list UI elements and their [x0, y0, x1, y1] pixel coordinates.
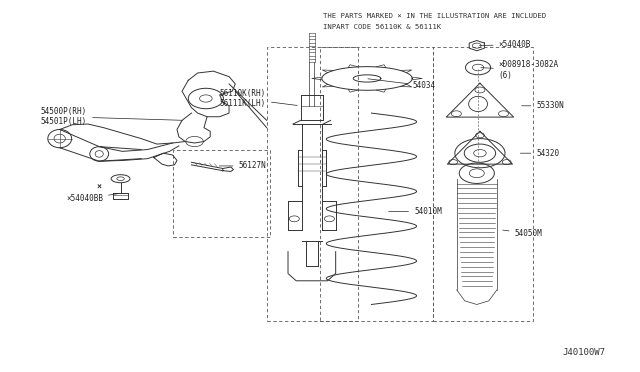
Bar — [433, 48, 533, 321]
Text: THE PARTS MARKED × IN THE ILLUSTRATION ARE INCLUDED: THE PARTS MARKED × IN THE ILLUSTRATION A… — [323, 13, 547, 19]
Text: ×Ð08918-3082A
(6): ×Ð08918-3082A (6) — [481, 60, 559, 80]
Text: 56110K(RH)
56111K(LH): 56110K(RH) 56111K(LH) — [220, 89, 297, 108]
Text: 55330N: 55330N — [522, 101, 564, 110]
Text: ×: × — [97, 183, 102, 192]
Text: 54050M: 54050M — [503, 229, 542, 238]
Text: 56127N: 56127N — [220, 161, 266, 170]
Text: 54320: 54320 — [520, 149, 559, 158]
Text: 54034: 54034 — [368, 79, 436, 90]
Text: 54010M: 54010M — [388, 207, 442, 216]
Bar — [320, 48, 433, 321]
Text: INPART CODE 56110K & 56111K: INPART CODE 56110K & 56111K — [323, 24, 441, 30]
Text: J40100W7: J40100W7 — [563, 348, 605, 357]
Text: ×54040B: ×54040B — [479, 40, 531, 49]
Text: 54500P(RH)
54501P(LH): 54500P(RH) 54501P(LH) — [41, 107, 182, 126]
Bar — [267, 48, 358, 321]
Bar — [173, 150, 270, 237]
Text: ×54040BB: ×54040BB — [66, 194, 118, 203]
